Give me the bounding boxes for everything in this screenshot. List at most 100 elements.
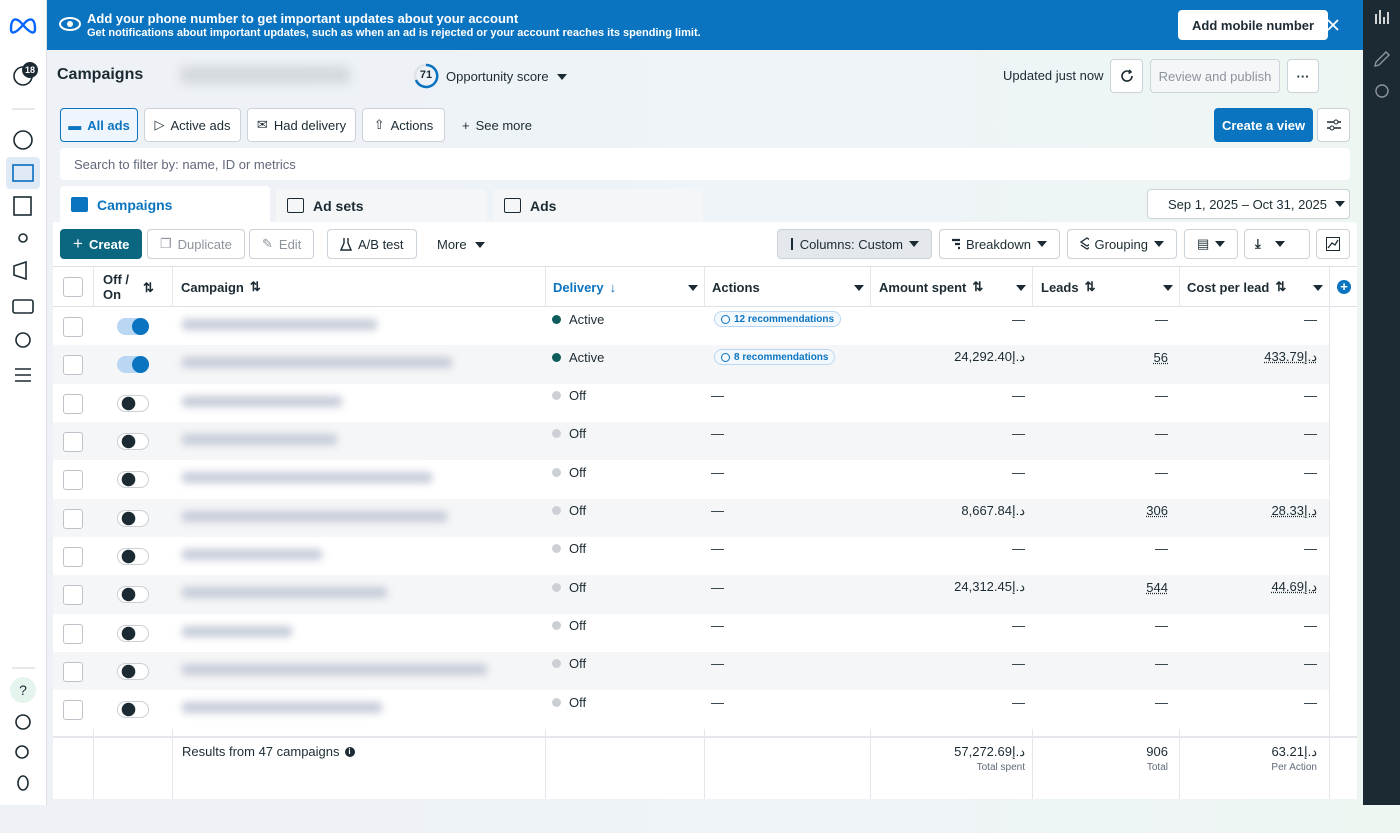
columns-button[interactable]: Columns: Custom — [777, 229, 932, 259]
more-dropdown[interactable]: More — [437, 237, 485, 252]
column-header[interactable]: Cost per lead ⇅ — [1187, 267, 1286, 307]
date-range-button[interactable]: Sep 1, 2025 – Oct 31, 2025 — [1147, 189, 1350, 219]
column-divider — [1329, 267, 1330, 799]
table-row[interactable]: Off — — — — — [53, 421, 1329, 461]
column-header[interactable]: Campaign ⇅ — [181, 267, 261, 307]
toggle[interactable] — [117, 471, 149, 489]
add-mobile-button[interactable]: Add mobile number — [1178, 10, 1329, 40]
filter-button[interactable]: ▬ All ads — [60, 108, 138, 142]
column-header[interactable]: Actions — [712, 267, 760, 307]
grouping-button[interactable]: Grouping — [1067, 229, 1177, 259]
filter-button[interactable]: ✉ Had delivery — [247, 108, 356, 142]
search-icon[interactable] — [15, 745, 29, 759]
more-button[interactable]: ··· — [1287, 59, 1319, 93]
filter-button[interactable]: ⇧ Actions — [362, 108, 445, 142]
checkbox[interactable] — [63, 546, 83, 567]
close-icon[interactable] — [1327, 19, 1339, 31]
checkbox[interactable] — [63, 317, 83, 337]
filter-button[interactable]: ▷ Active ads — [144, 108, 241, 142]
table-row[interactable]: Off — — — — — [53, 536, 1329, 576]
table-row[interactable]: Off — — — — — [53, 651, 1329, 691]
toggle[interactable] — [117, 624, 149, 642]
logo[interactable] — [9, 18, 37, 34]
campaign-name-blurred — [182, 510, 447, 522]
history-icon[interactable] — [1375, 84, 1389, 98]
export-button[interactable]: ⤓ — [1244, 229, 1310, 259]
column-menu[interactable] — [854, 285, 864, 291]
help-bg[interactable] — [10, 677, 36, 703]
recommendations[interactable]: 12 recommendations — [714, 311, 842, 327]
nav-icon[interactable] — [13, 260, 27, 281]
table-row[interactable]: Off — 24,312.45د.إ 544 44.69د.إ — [53, 575, 1329, 614]
tab[interactable]: Campaigns — [60, 186, 270, 223]
column-header[interactable]: Leads ⇅ — [1041, 267, 1095, 307]
chart-icon[interactable] — [1375, 10, 1389, 24]
checkbox[interactable] — [63, 700, 83, 721]
column-header[interactable]: Off / On ⇅ — [103, 267, 163, 307]
toggle[interactable] — [117, 662, 149, 680]
checkbox[interactable] — [63, 277, 83, 297]
toggle[interactable] — [117, 394, 149, 412]
table-row[interactable]: Active 8 recommendations 24,292.40د.إ 56 433… — [53, 345, 1329, 384]
nav-icon[interactable] — [15, 368, 31, 382]
toggle[interactable] — [117, 547, 149, 565]
checkbox[interactable] — [63, 661, 83, 682]
table-row[interactable]: Off — — — — — [53, 383, 1329, 422]
filter-button[interactable]: + See more — [452, 108, 542, 142]
toggle[interactable] — [117, 509, 149, 527]
column-menu[interactable] — [1313, 285, 1323, 291]
nav-icon[interactable] — [13, 130, 33, 150]
add-column[interactable]: + — [1337, 280, 1351, 294]
toggle[interactable] — [117, 318, 149, 335]
publish-button[interactable]: Review and publish — [1150, 59, 1280, 93]
toggle[interactable] — [117, 701, 149, 719]
checkbox[interactable] — [63, 623, 83, 644]
view-settings-button[interactable] — [1317, 108, 1350, 142]
checkbox[interactable] — [63, 355, 83, 376]
filter-label: Had delivery — [273, 117, 347, 133]
checkbox[interactable] — [63, 470, 83, 491]
create-button[interactable]: + Create — [60, 229, 143, 259]
reports-button[interactable]: ▤ — [1184, 229, 1238, 259]
column-menu[interactable] — [1016, 285, 1026, 291]
checkbox[interactable] — [63, 393, 83, 414]
checkbox[interactable] — [63, 508, 83, 529]
nav-active[interactable] — [6, 157, 40, 189]
sidebar: 18 ? — [0, 0, 47, 805]
campaign-table: Off / On ⇅ Campaign ⇅ Delivery ↓ Actions Amount… — [53, 266, 1357, 799]
column-menu[interactable] — [1163, 285, 1173, 291]
ab-test-button[interactable]: A/B test — [327, 229, 417, 259]
charts-button[interactable] — [1316, 229, 1350, 259]
table-row[interactable]: Off — — — — — [53, 460, 1329, 499]
tab[interactable]: Ad sets — [276, 189, 487, 222]
duplicate-button[interactable]: ❐ Duplicate — [147, 229, 245, 259]
column-header[interactable]: Delivery ↓ — [553, 267, 616, 307]
toggle[interactable] — [117, 356, 149, 374]
table-row[interactable]: Off — — — — — [53, 690, 1329, 729]
table-row[interactable]: Off — 8,667.84د.إ 306 28.33د.إ — [53, 498, 1329, 537]
cpl: 433.79د.إ — [1264, 349, 1317, 365]
recommendations[interactable]: 8 recommendations — [714, 349, 836, 366]
checkbox[interactable] — [63, 431, 83, 452]
nav-icon[interactable] — [15, 332, 31, 348]
toggle[interactable] — [117, 586, 149, 604]
refresh-button[interactable] — [1110, 59, 1143, 93]
column-header[interactable]: Amount spent ⇅ — [879, 267, 983, 307]
edit-button[interactable]: ✎ Edit — [249, 229, 315, 259]
tab[interactable]: Ads — [493, 189, 703, 222]
edit-icon[interactable] — [1374, 51, 1390, 67]
settings-icon[interactable] — [15, 714, 31, 730]
nav-icon[interactable] — [18, 233, 28, 243]
score-dropdown[interactable]: Opportunity score — [446, 69, 567, 84]
table-row[interactable]: Active 12 recommendations — — — — [53, 307, 1329, 346]
toggle[interactable] — [117, 432, 149, 450]
nav-icon[interactable] — [13, 196, 32, 216]
column-menu[interactable] — [688, 285, 698, 291]
table-row[interactable]: Off — — — — — [53, 613, 1329, 652]
create-view-button[interactable]: Create a view — [1214, 108, 1313, 142]
checkbox[interactable] — [63, 585, 83, 606]
nav-icon[interactable] — [12, 299, 34, 314]
search-box[interactable]: Search to filter by: name, ID or metrics — [60, 148, 1350, 180]
breakdown-button[interactable]: Breakdown — [939, 229, 1060, 259]
debug-icon[interactable] — [17, 775, 29, 791]
